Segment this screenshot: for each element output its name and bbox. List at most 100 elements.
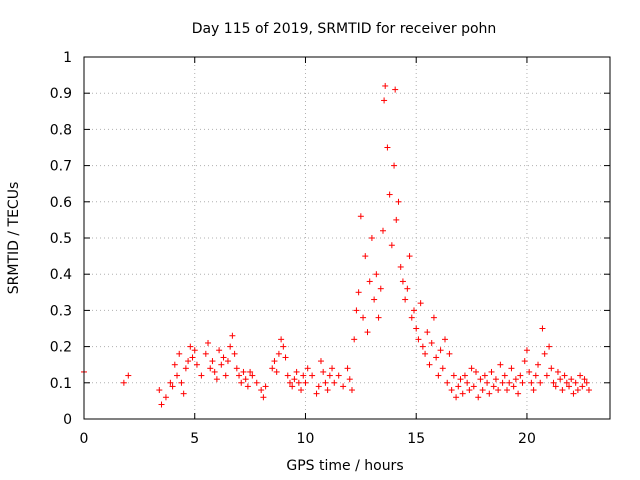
data-point: [238, 379, 245, 386]
data-point: [331, 379, 338, 386]
y-tick-label: 0.7: [50, 159, 72, 175]
data-point: [229, 332, 236, 339]
data-point: [298, 387, 305, 394]
data-point: [222, 372, 229, 379]
data-point: [470, 383, 477, 390]
data-point: [193, 361, 200, 368]
data-point: [422, 350, 429, 357]
data-point: [574, 387, 581, 394]
data-point: [382, 82, 389, 89]
data-point: [313, 390, 320, 397]
data-point: [209, 358, 216, 365]
data-point: [417, 300, 424, 307]
data-point: [262, 383, 269, 390]
data-point: [326, 372, 333, 379]
data-point: [490, 383, 497, 390]
point-layer: [81, 82, 592, 408]
data-point: [393, 216, 400, 223]
data-point: [450, 372, 457, 379]
data-point: [324, 387, 331, 394]
data-point: [377, 285, 384, 292]
data-point: [289, 383, 296, 390]
data-point: [433, 354, 440, 361]
data-point: [442, 336, 449, 343]
data-point: [585, 387, 592, 394]
data-point: [231, 350, 238, 357]
data-point: [185, 358, 192, 365]
data-point: [402, 296, 409, 303]
x-tick-label: 5: [190, 431, 199, 447]
data-point: [510, 383, 517, 390]
data-point: [381, 97, 388, 104]
data-point: [583, 379, 590, 386]
data-point: [457, 376, 464, 383]
data-point: [464, 379, 471, 386]
data-point: [446, 350, 453, 357]
data-point: [519, 379, 526, 386]
data-point: [244, 383, 251, 390]
data-point: [499, 379, 506, 386]
data-point: [410, 307, 417, 314]
data-point: [439, 365, 446, 372]
y-tick-label: 0.5: [50, 231, 72, 247]
data-point: [559, 387, 566, 394]
data-point: [488, 368, 495, 375]
data-point: [479, 387, 486, 394]
data-point: [428, 339, 435, 346]
data-point: [171, 361, 178, 368]
data-point: [461, 372, 468, 379]
data-point: [526, 368, 533, 375]
data-point: [530, 387, 537, 394]
x-tick-label: 0: [80, 431, 89, 447]
data-point: [249, 372, 256, 379]
data-point: [335, 372, 342, 379]
data-point: [426, 361, 433, 368]
tick-layer: 00.10.20.30.40.50.60.70.80.910 5 10 15 20: [50, 50, 610, 447]
data-point: [156, 387, 163, 394]
data-point: [497, 361, 504, 368]
data-point: [568, 376, 575, 383]
data-point: [302, 379, 309, 386]
data-point: [384, 144, 391, 151]
data-point: [521, 358, 528, 365]
data-point: [211, 368, 218, 375]
data-point: [546, 343, 553, 350]
data-point: [280, 343, 287, 350]
data-point: [481, 372, 488, 379]
data-point: [466, 387, 473, 394]
data-point: [475, 394, 482, 401]
data-point: [444, 379, 451, 386]
data-point: [430, 314, 437, 321]
data-point: [399, 278, 406, 285]
plot-frame: [83, 56, 611, 420]
data-point: [386, 191, 393, 198]
data-point: [581, 376, 588, 383]
data-point: [419, 343, 426, 350]
data-point: [515, 390, 522, 397]
data-point: [504, 387, 511, 394]
data-point: [371, 296, 378, 303]
data-point: [453, 394, 460, 401]
data-point: [242, 376, 249, 383]
data-point: [388, 242, 395, 249]
data-point: [202, 350, 209, 357]
data-point: [535, 361, 542, 368]
data-point: [492, 376, 499, 383]
data-point: [459, 390, 466, 397]
data-point: [278, 336, 285, 343]
x-axis-label: GPS time / hours: [286, 458, 403, 474]
data-point: [284, 372, 291, 379]
data-point: [506, 379, 513, 386]
data-point: [180, 390, 187, 397]
data-point: [169, 383, 176, 390]
data-point: [424, 329, 431, 336]
data-point: [233, 365, 240, 372]
data-point: [512, 376, 519, 383]
data-point: [191, 347, 198, 354]
data-point: [216, 347, 223, 354]
data-point: [167, 379, 174, 386]
data-point: [240, 368, 247, 375]
data-point: [397, 263, 404, 270]
